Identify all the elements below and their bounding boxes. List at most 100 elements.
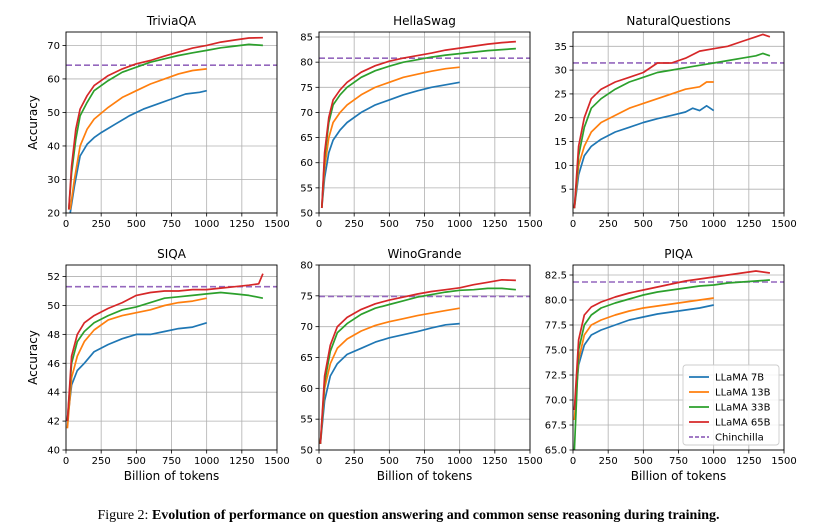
x-tick-label: 0 xyxy=(570,219,576,230)
y-tick-label: 80.0 xyxy=(545,296,567,307)
legend-label-llama-65b: LLaMA 65B xyxy=(715,418,771,429)
y-tick-label: 65.0 xyxy=(545,446,567,457)
x-axis-label: Billion of tokens xyxy=(124,469,220,483)
series-line-llama-33b xyxy=(573,52,771,209)
y-tick-label: 70 xyxy=(300,322,313,333)
y-tick-label: 10 xyxy=(554,161,567,172)
x-axis-label: Billion of tokens xyxy=(631,469,727,483)
series-line-llama-13b xyxy=(573,297,714,421)
y-tick-label: 65 xyxy=(300,353,313,364)
x-tick-label: 1000 xyxy=(701,219,726,230)
x-tick-label: 1250 xyxy=(229,456,254,467)
x-tick-label: 1500 xyxy=(264,456,289,467)
series-line-llama-33b xyxy=(320,47,516,209)
y-tick-label: 75 xyxy=(300,83,313,94)
y-tick-label: 5 xyxy=(561,185,567,196)
x-tick-label: 0 xyxy=(316,219,322,230)
panel-title: TriviaQA xyxy=(146,14,197,28)
legend-label-chinchilla: Chinchilla xyxy=(715,433,764,444)
series-line-llama-33b xyxy=(319,287,516,444)
y-axis-label: Accuracy xyxy=(26,330,40,385)
series-line-llama-13b xyxy=(66,297,207,429)
y-tick-label: 75.0 xyxy=(545,346,567,357)
x-tick-label: 500 xyxy=(634,456,653,467)
legend-label-llama-13b: LLaMA 13B xyxy=(715,388,771,399)
series-line-llama-7b xyxy=(69,89,207,213)
panel-winogrande: 0 250 500 750 1000 1250 1500 50 55 60 65 70 75 80 Wino… xyxy=(300,247,542,483)
y-tick-label: 55 xyxy=(300,415,313,426)
x-tick-label: 1500 xyxy=(771,219,796,230)
series-line-llama-13b xyxy=(69,68,207,210)
panel-triviaqa: 0 250 500 750 1000 1250 1500 20 30 40 50 60 70 Trivia… xyxy=(26,14,290,230)
panel-title: NaturalQuestions xyxy=(626,14,730,28)
series-line-llama-65b xyxy=(319,278,516,444)
series-line-llama-65b xyxy=(573,270,771,411)
x-tick-label: 1500 xyxy=(264,219,289,230)
x-tick-label: 0 xyxy=(63,456,69,467)
y-tick-label: 50 xyxy=(300,446,313,457)
x-tick-label: 1250 xyxy=(736,456,761,467)
series-line-llama-7b xyxy=(573,304,714,411)
x-tick-label: 250 xyxy=(92,456,111,467)
series-line-llama-7b xyxy=(320,81,460,209)
panel-piqa: 0 250 500 750 1000 1250 1500 65.0 67.5 70.0 72.5 75… xyxy=(545,247,797,483)
x-tick-label: 500 xyxy=(127,219,146,230)
x-tick-label: 750 xyxy=(669,456,688,467)
x-tick-label: 1250 xyxy=(482,456,507,467)
x-tick-label: 750 xyxy=(162,219,181,230)
series-line-llama-65b xyxy=(573,33,771,209)
y-tick-label: 80 xyxy=(300,261,313,272)
y-tick-label: 30 xyxy=(554,66,567,77)
y-axis-label: Accuracy xyxy=(26,95,40,150)
panel-title: PIQA xyxy=(664,247,693,261)
x-tick-label: 1500 xyxy=(517,219,542,230)
y-tick-label: 50 xyxy=(47,108,60,119)
x-tick-label: 1500 xyxy=(771,456,796,467)
legend-label-llama-33b: LLaMA 33B xyxy=(715,403,771,414)
y-tick-label: 77.5 xyxy=(545,321,567,332)
series-line-llama-13b xyxy=(573,81,714,209)
y-tick-label: 40 xyxy=(47,446,60,457)
x-axis-label: Billion of tokens xyxy=(377,469,473,483)
y-tick-label: 15 xyxy=(554,137,567,148)
x-tick-label: 1000 xyxy=(194,456,219,467)
y-tick-label: 42 xyxy=(47,417,60,428)
y-tick-label: 35 xyxy=(554,42,567,53)
y-tick-label: 30 xyxy=(47,175,60,186)
panel-naturalquestions: 0 250 500 750 1000 1250 1500 5 10 15 20 25 30 35 Natur… xyxy=(554,14,796,230)
x-tick-label: 250 xyxy=(599,456,618,467)
y-tick-label: 46 xyxy=(47,359,60,370)
y-tick-label: 75 xyxy=(300,291,313,302)
y-tick-label: 70.0 xyxy=(545,396,567,407)
x-tick-label: 1000 xyxy=(447,219,472,230)
y-tick-label: 44 xyxy=(47,388,60,399)
y-tick-label: 60 xyxy=(300,158,313,169)
series-line-llama-7b xyxy=(573,104,715,209)
series-line-llama-33b xyxy=(66,291,264,422)
x-tick-label: 1000 xyxy=(447,456,472,467)
series-line-llama-65b xyxy=(67,36,263,210)
y-tick-label: 40 xyxy=(47,141,60,152)
y-tick-label: 65 xyxy=(300,133,313,144)
legend-label-llama-7b: LLaMA 7B xyxy=(715,373,764,384)
y-tick-label: 85 xyxy=(300,33,313,44)
y-tick-label: 25 xyxy=(554,89,567,100)
y-tick-label: 60 xyxy=(300,384,313,395)
legend: LLaMA 7B LLaMA 13B LLaMA 33B LLaMA 65B Chinc… xyxy=(682,364,780,446)
x-tick-label: 250 xyxy=(599,219,618,230)
y-tick-label: 67.5 xyxy=(545,421,567,432)
x-tick-label: 1250 xyxy=(736,219,761,230)
y-tick-label: 60 xyxy=(47,74,60,85)
x-tick-label: 500 xyxy=(634,219,653,230)
x-tick-label: 250 xyxy=(345,219,364,230)
panel-title: HellaSwag xyxy=(393,14,456,28)
y-tick-label: 52 xyxy=(47,272,60,283)
x-tick-label: 750 xyxy=(415,456,434,467)
caption-text: Evolution of performance on question ans… xyxy=(151,508,720,523)
series-line-llama-33b xyxy=(573,279,770,450)
x-tick-label: 1500 xyxy=(517,456,542,467)
x-tick-label: 250 xyxy=(92,219,111,230)
x-tick-label: 750 xyxy=(669,219,688,230)
figure-caption: Figure 2: Evolution of performance on qu… xyxy=(0,508,817,524)
